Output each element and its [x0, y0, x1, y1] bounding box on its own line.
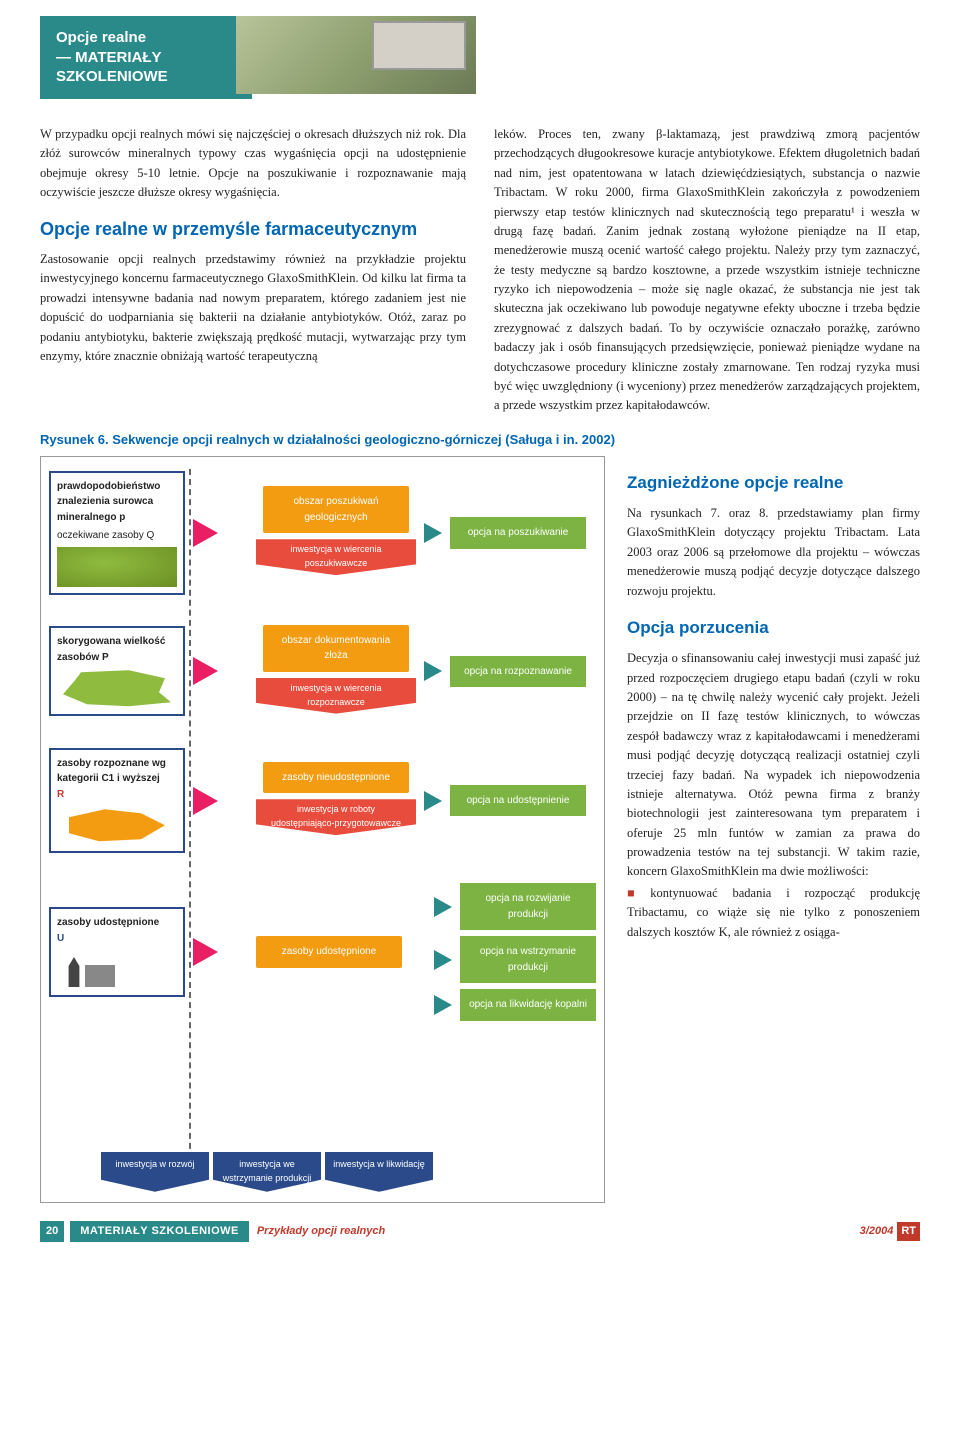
flowchart-diagram: prawdopodobieństwo znalezienia surowca m… [40, 456, 605, 1203]
green-box-5: opcja na wstrzymanie produkcji [460, 936, 596, 983]
left-p1: W przypadku opcji realnych mówi się najc… [40, 125, 466, 203]
arrow-icon [193, 657, 218, 685]
side-p1: Na rysunkach 7. oraz 8. przedstawiamy pl… [627, 504, 920, 601]
red-arrow-2: inwestycja w wiercenia rozpoznawcze [256, 678, 416, 714]
diagram-box-3: zasoby rozpoznane wg kategorii C1 i wyżs… [49, 748, 185, 854]
left-column: W przypadku opcji realnych mówi się najc… [40, 125, 466, 416]
arrow-icon [424, 791, 442, 811]
arrow-icon [434, 897, 452, 917]
diagram-box-4: zasoby udostępnione U [49, 907, 185, 997]
diagram-box-2: skorygowana wielkość zasobów P [49, 626, 185, 716]
blue-arrow-3: inwestycja w likwidację [325, 1152, 433, 1192]
arrow-icon [193, 519, 218, 547]
orange-box-3: zasoby nieudostępnione [263, 762, 409, 794]
side-li1: kontynuować badania i rozpocząć produkcj… [627, 886, 920, 939]
red-arrow-1: inwestycja w wiercenia poszukiwawcze [256, 539, 416, 575]
header-photo [236, 16, 476, 94]
header-line3: SZKOLENIOWE [56, 67, 236, 87]
arrow-icon [424, 661, 442, 681]
header-title-box: Opcje realne — MATERIAŁY SZKOLENIOWE [40, 16, 252, 99]
arrow-icon [434, 950, 452, 970]
arrow-icon [434, 995, 452, 1015]
diagram-box-1: prawdopodobieństwo znalezienia surowca m… [49, 471, 185, 595]
green-box-6: opcja na likwidację kopalni [460, 989, 596, 1021]
side-h1: Zagnieżdżone opcje realne [627, 470, 920, 496]
orange-box-4: zasoby udostępnione [256, 936, 402, 968]
left-p2: Zastosowanie opcji realnych przedstawimy… [40, 250, 466, 366]
red-arrow-3: inwestycja w roboty udostępniająco-przyg… [256, 799, 416, 835]
footer-issue: 3/2004 [860, 1223, 894, 1240]
footer-rt-badge: RT [897, 1222, 920, 1241]
green-box-2: opcja na rozpoznawanie [450, 656, 586, 688]
bullet-icon: ■ [627, 886, 646, 900]
arrow-icon [193, 787, 218, 815]
page-footer: 20 MATERIAŁY SZKOLENIOWE Przykłady opcji… [40, 1221, 920, 1242]
side-right-column: Zagnieżdżone opcje realne Na rysunkach 7… [627, 456, 920, 1203]
green-box-4: opcja na rozwijanie produkcji [460, 883, 596, 930]
blue-arrow-2: inwestycja we wstrzymanie produkcji [213, 1152, 321, 1192]
header-line2: — MATERIAŁY [56, 48, 236, 68]
green-box-3: opcja na udostępnienie [450, 785, 586, 817]
figure-caption: Rysunek 6. Sekwencje opcji realnych w dz… [40, 430, 920, 450]
footer-subtitle: Przykłady opcji realnych [257, 1223, 385, 1240]
right-p1: leków. Proces ten, zwany β-laktamazą, je… [494, 125, 920, 416]
green-box-1: opcja na poszukiwanie [450, 517, 586, 549]
arrow-icon [424, 523, 442, 543]
orange-box-2: obszar dokumentowania złoża [263, 625, 409, 672]
arrow-icon [193, 938, 218, 966]
blue-arrow-1: inwestycja w rozwój [101, 1152, 209, 1192]
side-p2: Decyzja o sfinansowaniu całej inwestycji… [627, 649, 920, 882]
orange-box-1: obszar poszukiwań geologicznych [263, 486, 409, 533]
side-h2: Opcja porzucenia [627, 615, 920, 641]
page-number: 20 [40, 1221, 64, 1242]
header-line1: Opcje realne [56, 28, 236, 48]
right-column: leków. Proces ten, zwany β-laktamazą, je… [494, 125, 920, 416]
footer-section: MATERIAŁY SZKOLENIOWE [70, 1221, 249, 1242]
left-h2: Opcje realne w przemyśle farmaceutycznym [40, 219, 466, 241]
